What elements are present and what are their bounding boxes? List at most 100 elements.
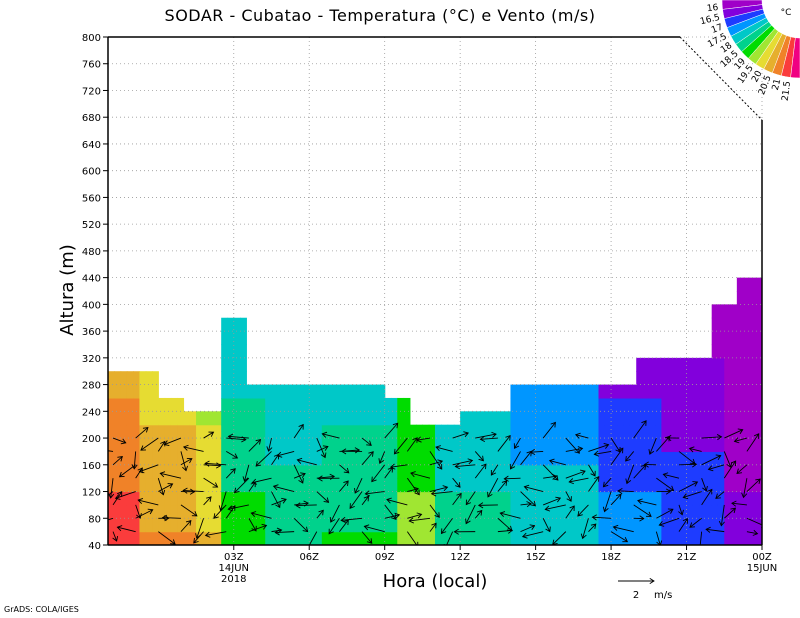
temperature-cell	[453, 531, 461, 545]
temperature-cell	[145, 478, 153, 493]
temperature-cell	[497, 518, 505, 533]
temperature-cell	[170, 411, 178, 426]
wind-arrow	[204, 460, 227, 467]
temperature-cell	[133, 438, 141, 453]
temperature-cell	[485, 491, 493, 506]
temperature-cell	[523, 518, 530, 533]
temperature-cell	[435, 451, 442, 466]
wind-arrow	[452, 431, 470, 439]
temperature-cell	[743, 478, 751, 493]
temperature-cell	[177, 451, 185, 466]
temperature-cell	[158, 411, 166, 426]
temperature-cell	[730, 304, 738, 319]
wind-arrow-shaft	[604, 491, 612, 512]
temperature-cell	[353, 411, 361, 426]
temperature-cell	[227, 491, 235, 506]
wind-arrow-head	[705, 526, 711, 533]
temperature-cell	[214, 518, 222, 533]
temperature-cell	[510, 451, 518, 466]
temperature-cell	[158, 464, 166, 479]
temperature-cell	[667, 451, 675, 466]
wind-arrow-shaft	[379, 451, 386, 464]
temperature-cell	[309, 384, 317, 399]
wind-arrow-head	[430, 490, 437, 497]
temperature-cell	[516, 518, 524, 533]
temperature-cell	[196, 504, 203, 519]
temperature-cell	[466, 451, 474, 466]
temperature-cell	[573, 397, 581, 412]
temperature-cell	[743, 384, 751, 399]
temperature-cell	[655, 438, 662, 453]
wind-arrow	[158, 483, 174, 492]
temperature-cell	[145, 424, 153, 439]
temperature-cell	[221, 451, 229, 466]
wind-arrow-head	[116, 491, 123, 497]
wind-arrow	[474, 463, 487, 479]
credit-label: GrADS: COLA/IGES	[4, 605, 79, 614]
wind-arrow	[195, 518, 205, 539]
wind-arrow	[293, 517, 309, 533]
temperature-cell	[667, 371, 675, 386]
temperature-cell	[315, 397, 323, 412]
temperature-cell	[711, 531, 719, 545]
temperature-cell	[466, 411, 474, 426]
temperature-cell	[296, 531, 304, 545]
temperature-cell	[560, 384, 568, 399]
temperature-cell	[378, 478, 386, 493]
temperature-cell	[523, 397, 530, 412]
wind-arrow-shaft	[514, 437, 521, 449]
wind-arrow	[678, 517, 688, 532]
wind-arrow-shaft	[293, 424, 304, 439]
temperature-cell	[390, 411, 398, 426]
temperature-cell	[667, 384, 675, 399]
temperature-cell	[661, 531, 669, 545]
temperature-cell	[114, 518, 122, 533]
temperature-cell	[139, 478, 147, 493]
colorbar-segment	[747, 28, 779, 65]
temperature-cell	[648, 518, 656, 533]
temperature-cell	[485, 438, 493, 453]
temperature-cell	[214, 411, 222, 426]
temperature-cell	[170, 518, 178, 533]
temperature-cell	[246, 491, 254, 506]
temperature-cell	[133, 384, 141, 399]
wind-arrow-head	[250, 511, 257, 517]
temperature-cell	[233, 411, 241, 426]
temperature-cell	[504, 504, 512, 519]
wind-arrow-shaft	[316, 446, 329, 452]
temperature-cell	[686, 438, 694, 453]
temperature-cell	[743, 504, 751, 519]
wind-arrow-head	[378, 458, 385, 464]
temperature-cell	[491, 424, 499, 439]
temperature-cell	[372, 397, 380, 412]
wind-arrow-head	[354, 488, 360, 494]
temperature-cell	[240, 491, 247, 506]
temperature-cell	[397, 424, 405, 439]
temperature-cell	[183, 438, 191, 453]
temperature-cell	[296, 397, 304, 412]
temperature-cell	[548, 531, 556, 545]
temperature-cell	[233, 478, 241, 493]
temperature-cell	[667, 411, 675, 426]
temperature-cell	[453, 424, 461, 439]
temperature-cell	[158, 531, 166, 545]
temperature-cell	[686, 491, 694, 506]
wind-arrow-head	[186, 457, 193, 464]
wind-arrow	[389, 463, 408, 470]
wind-arrow-head	[408, 517, 414, 524]
temperature-cell	[221, 478, 229, 493]
temperature-cell	[724, 357, 732, 372]
temperature-cell	[504, 491, 512, 506]
temperature-cell	[479, 491, 486, 506]
temperature-cell	[548, 438, 556, 453]
temperature-cell	[573, 491, 581, 506]
temperature-cell	[145, 451, 153, 466]
temperature-cell	[497, 438, 505, 453]
temperature-cell	[384, 438, 392, 453]
temperature-cell	[403, 397, 411, 412]
temperature-cell	[523, 384, 530, 399]
wind-arrow	[316, 491, 330, 503]
temperature-cell	[673, 357, 681, 372]
temperature-cell	[328, 491, 335, 506]
wind-arrow-head	[454, 463, 461, 470]
